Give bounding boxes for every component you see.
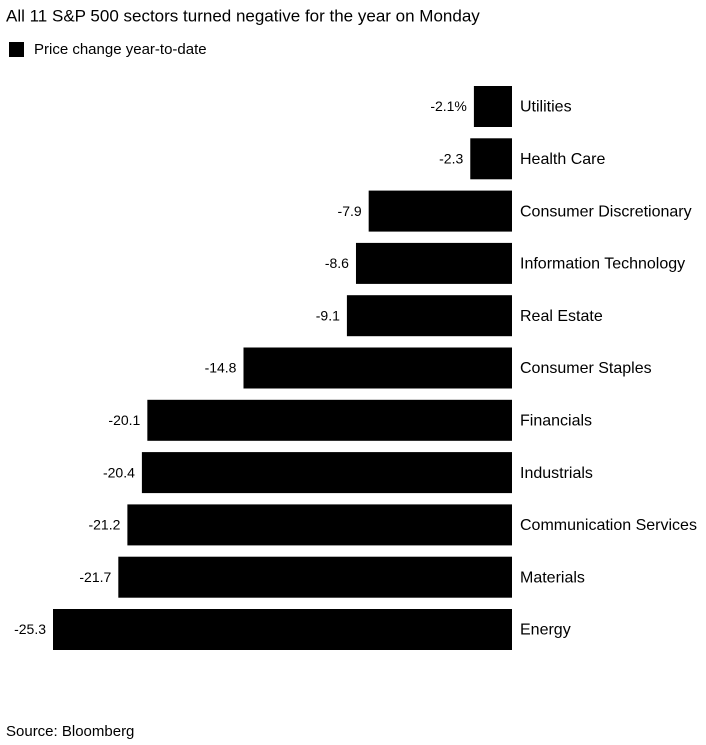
bar (243, 347, 512, 389)
bar (118, 556, 512, 598)
category-label: Information Technology (520, 256, 685, 273)
data-label: -21.7 (79, 569, 111, 585)
category-label: Energy (520, 622, 571, 639)
bar (147, 399, 513, 441)
bar (473, 86, 512, 127)
data-label: -25.3 (14, 621, 46, 637)
data-label: -20.4 (103, 464, 135, 480)
category-label: Consumer Staples (520, 360, 652, 377)
legend-swatch (9, 42, 24, 57)
chart-title: All 11 S&P 500 sectors turned negative f… (6, 6, 480, 25)
data-label: -8.6 (325, 255, 349, 271)
bar (355, 242, 512, 284)
category-label: Consumer Discretionary (520, 203, 692, 220)
data-label: -2.3 (439, 151, 463, 167)
category-label: Communication Services (520, 517, 697, 534)
source: Source: Bloomberg (6, 723, 134, 740)
legend-label: Price change year-to-date (34, 41, 207, 58)
bar (127, 504, 513, 546)
category-label: Industrials (520, 465, 593, 482)
data-label: -7.9 (338, 203, 362, 219)
category-label: Financials (520, 413, 592, 430)
bar (141, 452, 513, 494)
bar (368, 190, 512, 232)
data-label: -21.2 (88, 517, 120, 533)
category-label: Utilities (520, 99, 572, 116)
data-label: -20.1 (108, 412, 140, 428)
data-label: -2.1% (430, 98, 467, 114)
category-label: Real Estate (520, 308, 603, 325)
bar (346, 295, 512, 337)
category-label: Materials (520, 569, 585, 586)
data-label: -14.8 (205, 360, 237, 376)
bar (470, 138, 512, 180)
bar (53, 609, 512, 650)
category-label: Health Care (520, 151, 605, 168)
data-label: -9.1 (316, 307, 340, 323)
